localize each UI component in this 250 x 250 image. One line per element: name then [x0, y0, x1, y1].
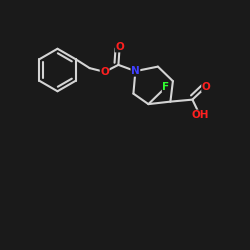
- Text: O: O: [100, 67, 109, 77]
- Text: F: F: [162, 82, 170, 92]
- Text: N: N: [131, 66, 140, 76]
- Text: OH: OH: [191, 110, 209, 120]
- Text: O: O: [202, 82, 210, 92]
- Text: O: O: [115, 42, 124, 52]
